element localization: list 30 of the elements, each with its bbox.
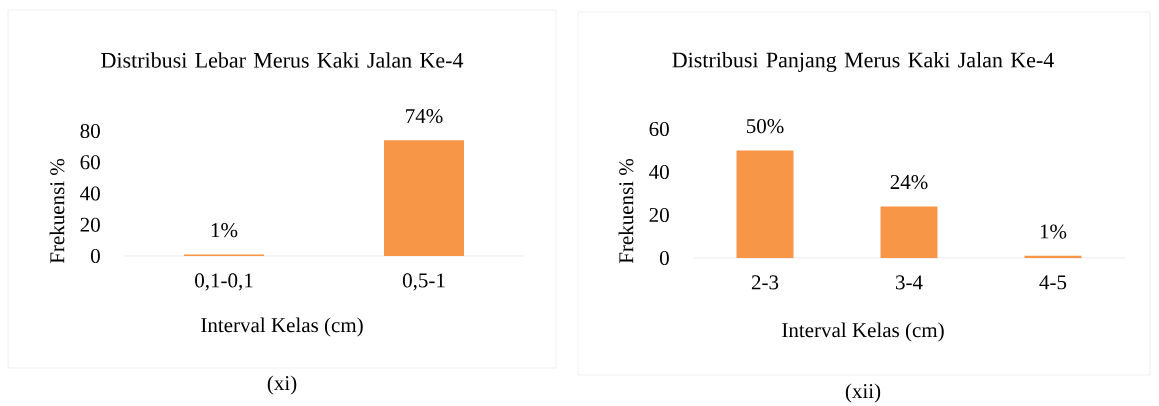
data-label: 1%	[211, 222, 238, 238]
text: (xi)	[267, 375, 297, 395]
x-tick-label: 0,1-0,1	[195, 273, 253, 291]
chart-title: Distribusi Panjang Merus Kaki Jalan Ke-4	[672, 51, 1054, 72]
y-tick-label: 20	[649, 207, 669, 223]
y-tick-label: 40	[80, 186, 100, 201]
bar	[736, 150, 794, 258]
y-tick-label: 60	[649, 121, 669, 137]
y-tick-label: 40	[649, 164, 669, 180]
data-label: 24%	[890, 174, 928, 190]
data-label: 74%	[406, 108, 443, 124]
bar	[880, 206, 938, 258]
x-tick-label: 4-5	[1039, 275, 1067, 290]
x-axis-title: Interval Kelas (cm)	[201, 317, 363, 337]
x-axis-title: Interval Kelas (cm)	[782, 322, 944, 342]
y-tick-label: 0	[659, 250, 669, 266]
y-tick-label: 20	[80, 217, 100, 232]
data-label: 1%	[1040, 224, 1067, 239]
x-tick-label: 2-3	[751, 275, 779, 290]
x-tick-label: 0,5-1	[402, 273, 445, 291]
chart-title: Distribusi Lebar Merus Kaki Jalan Ke-4	[101, 52, 464, 68]
y-tick-label: 0	[90, 248, 100, 264]
y-axis-title: Frekuensi %	[49, 158, 65, 264]
text: (xii)	[845, 383, 881, 403]
y-tick-label: 80	[80, 123, 100, 139]
data-label: 50%	[746, 119, 784, 134]
bar	[1024, 255, 1082, 258]
x-tick-label: 3-4	[896, 275, 923, 290]
y-tick-label: 60	[80, 155, 100, 170]
y-axis-title: Frekuensi %	[618, 158, 634, 264]
